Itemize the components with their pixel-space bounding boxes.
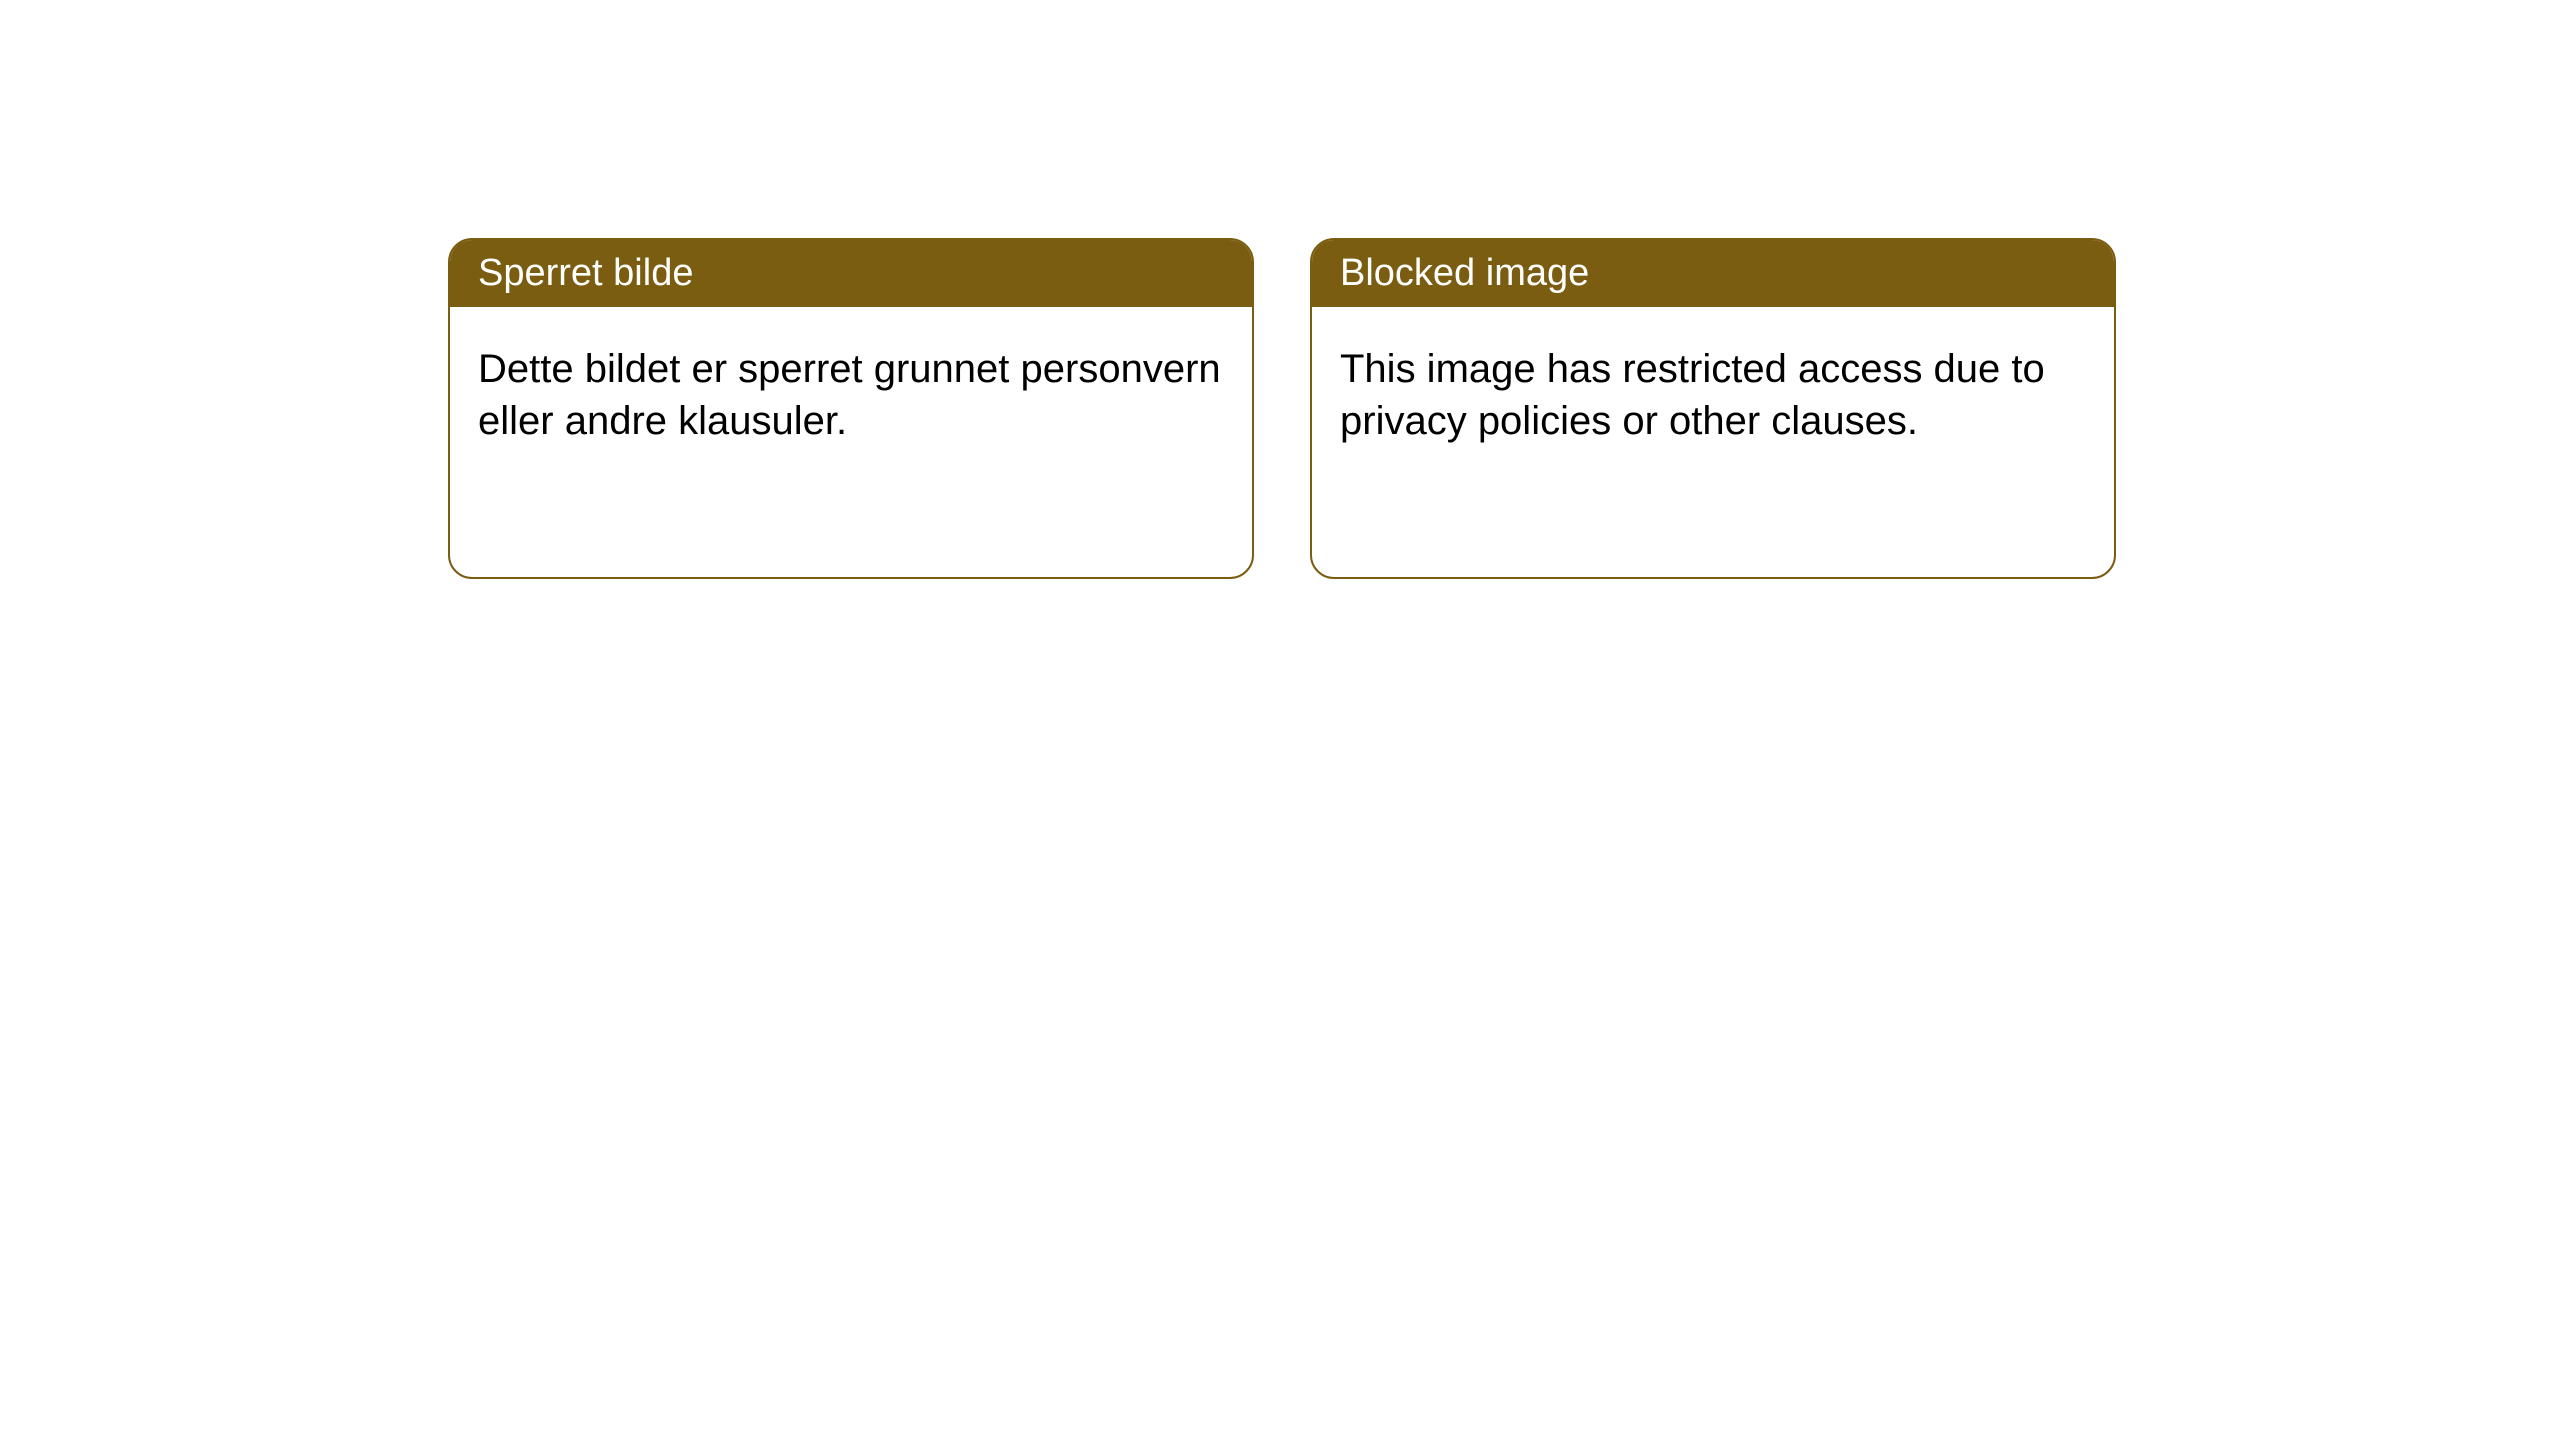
card-text-en: This image has restricted access due to … (1340, 347, 2045, 443)
card-header-no: Sperret bilde (450, 240, 1252, 307)
card-title-no: Sperret bilde (478, 252, 693, 294)
card-body-en: This image has restricted access due to … (1312, 307, 2114, 577)
card-body-no: Dette bildet er sperret grunnet personve… (450, 307, 1252, 577)
blocked-image-card-no: Sperret bilde Dette bildet er sperret gr… (448, 238, 1254, 579)
notice-container: Sperret bilde Dette bildet er sperret gr… (0, 0, 2560, 579)
blocked-image-card-en: Blocked image This image has restricted … (1310, 238, 2116, 579)
card-text-no: Dette bildet er sperret grunnet personve… (478, 347, 1221, 443)
card-header-en: Blocked image (1312, 240, 2114, 307)
card-title-en: Blocked image (1340, 252, 1589, 294)
